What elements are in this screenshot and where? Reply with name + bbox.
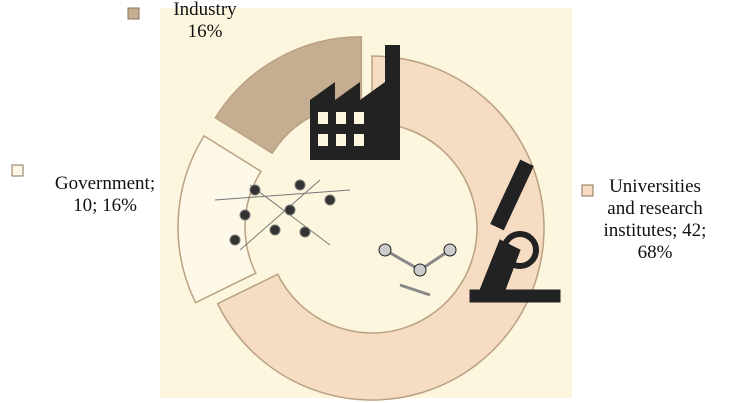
legend-swatch bbox=[11, 164, 24, 177]
factory-icon bbox=[310, 45, 400, 160]
data-label-line: Universities bbox=[609, 176, 701, 197]
donut-slice bbox=[214, 36, 363, 155]
people-network-image bbox=[214, 179, 351, 251]
data-label-line: 68% bbox=[638, 242, 673, 263]
data-label-line: institutes; 42; bbox=[604, 220, 707, 241]
data-label-line: 16% bbox=[188, 21, 223, 42]
data-label-line: Industry bbox=[173, 0, 237, 20]
data-label: Universities and research institutes; 42; 6… bbox=[604, 176, 707, 263]
donut-slice bbox=[177, 134, 262, 304]
data-label-line: Government; bbox=[55, 173, 155, 194]
legend-swatch bbox=[127, 7, 140, 20]
legend-swatch bbox=[581, 184, 594, 197]
data-label-line: 10; 16% bbox=[73, 195, 137, 216]
data-label: Government; 10; 16% bbox=[55, 173, 155, 216]
donut-slice bbox=[216, 55, 545, 401]
data-label: Industry 16% bbox=[173, 0, 237, 42]
microscope-image bbox=[378, 159, 561, 303]
data-label-line: and research bbox=[607, 198, 703, 219]
